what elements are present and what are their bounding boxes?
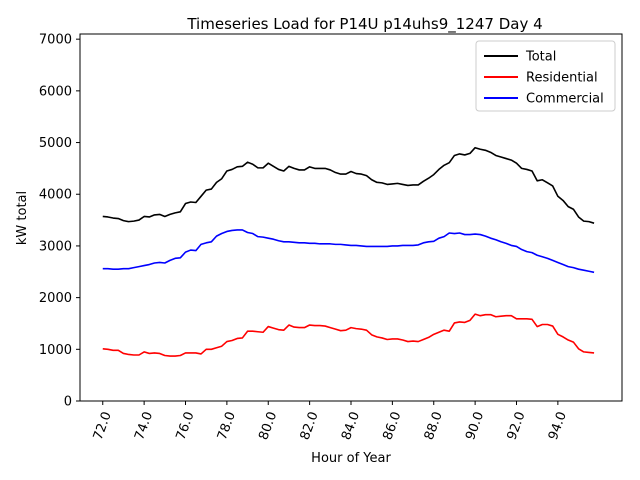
y-tick-label: 0	[64, 395, 72, 410]
legend-label-total: Total	[525, 50, 556, 65]
series-line-commercial	[102, 229, 595, 274]
legend-box	[475, 40, 616, 112]
y-tick-label: 2000	[39, 291, 72, 306]
y-tick-label: 1000	[39, 343, 72, 358]
y-tick-label: 3000	[39, 239, 72, 254]
chart-title: Timeseries Load for P14U p14uhs9_1247 Da…	[186, 15, 542, 34]
y-tick-label: 6000	[39, 84, 72, 99]
legend: Total Residential Commercial	[475, 40, 616, 112]
y-tick-label: 7000	[39, 33, 72, 48]
plot-lines	[102, 146, 595, 357]
y-tick-label: 5000	[39, 136, 72, 151]
series-line-total	[102, 146, 595, 224]
y-axis-label: kW total	[15, 191, 30, 245]
x-axis-label: Hour of Year	[311, 451, 391, 466]
y-tick-label: 4000	[39, 188, 72, 203]
legend-label-residential: Residential	[526, 71, 598, 86]
plot-frame	[79, 33, 623, 402]
legend-label-commercial: Commercial	[526, 92, 604, 107]
y-axis-ticks: 0 1000 2000 3000 4000 5000 6000 7000	[39, 33, 80, 410]
series-line-residential	[102, 313, 595, 357]
